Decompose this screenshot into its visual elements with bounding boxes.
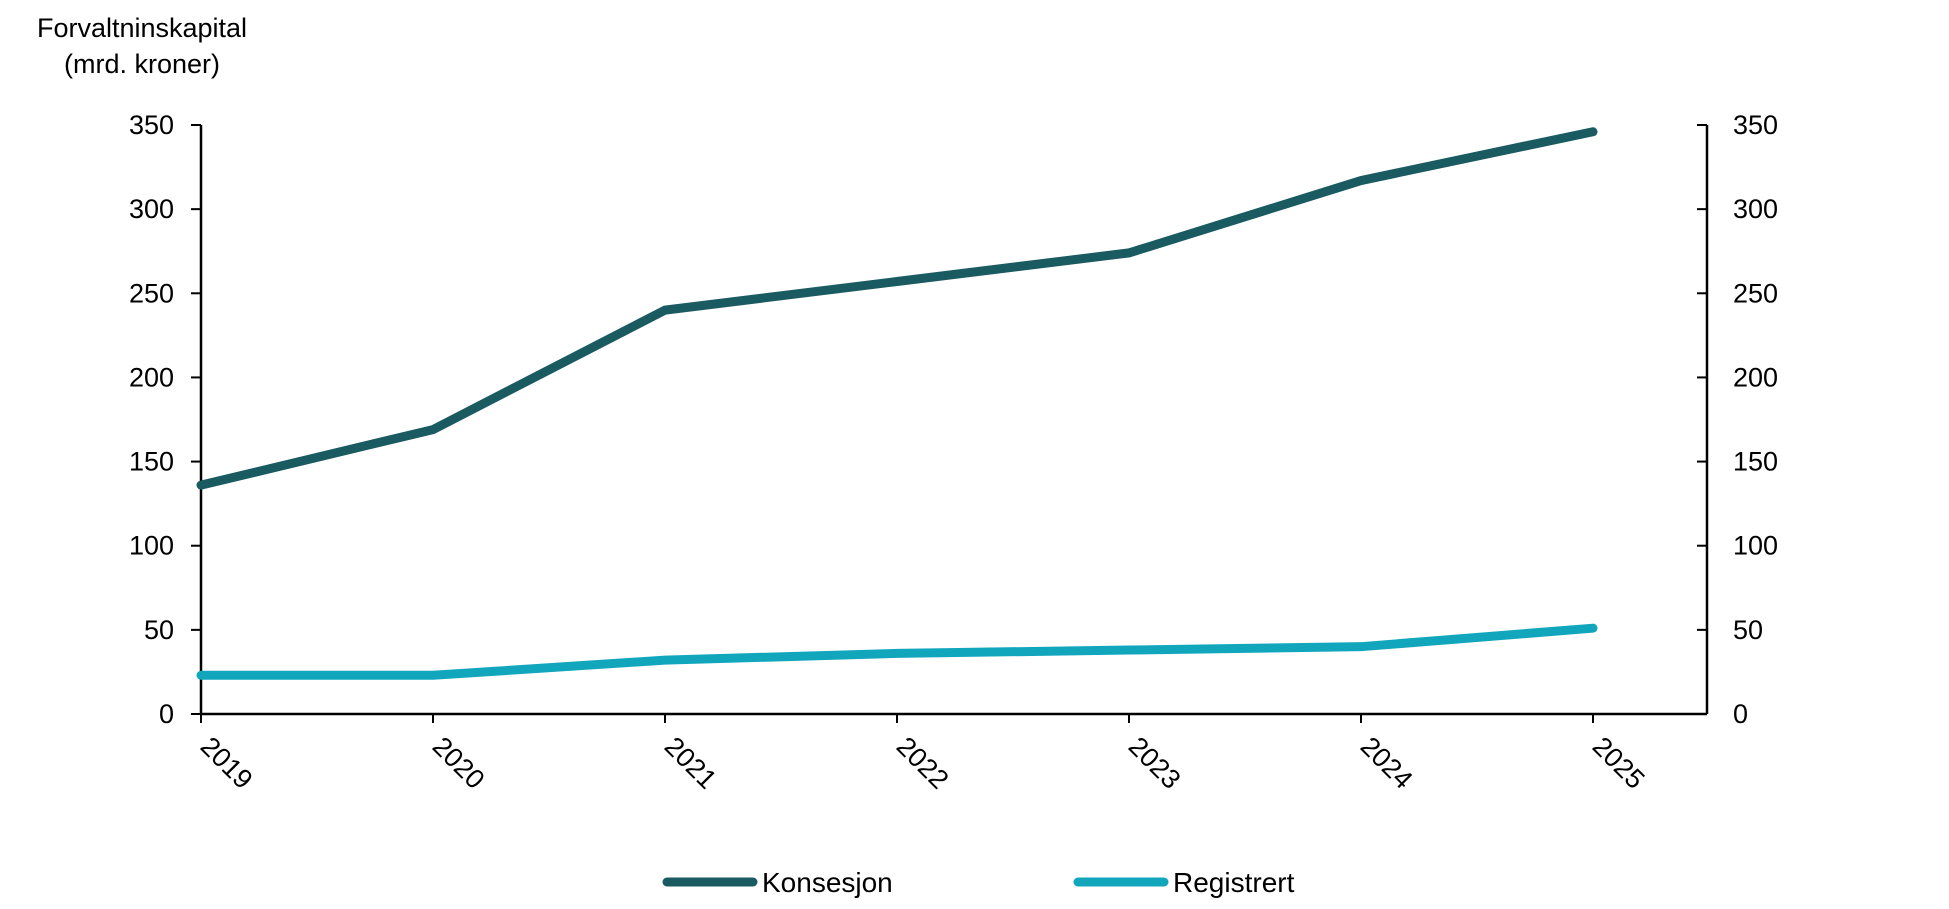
y-axis-title: Forvaltninskapital (mrd. kroner) bbox=[12, 10, 272, 82]
left-axis-ticks: 0 50 100 150 200 250 300 350 bbox=[129, 110, 201, 729]
right-tick-label: 150 bbox=[1733, 447, 1778, 477]
y-axis-title-line-2: (mrd. kroner) bbox=[63, 49, 220, 79]
right-tick-label: 200 bbox=[1733, 362, 1778, 392]
left-tick-label: 250 bbox=[129, 278, 174, 308]
legend: Konsesjon Registrert bbox=[662, 867, 1295, 898]
x-tick-label: 2019 bbox=[195, 731, 259, 795]
x-tick-label: 2020 bbox=[427, 731, 491, 795]
right-tick-label: 350 bbox=[1733, 110, 1778, 140]
right-tick-label: 300 bbox=[1733, 194, 1778, 224]
x-tick-label: 2023 bbox=[1123, 731, 1187, 795]
left-tick-label: 50 bbox=[144, 615, 174, 645]
left-tick-label: 200 bbox=[129, 362, 174, 392]
left-tick-label: 150 bbox=[129, 447, 174, 477]
series-line-registrert bbox=[196, 623, 1598, 680]
right-tick-label: 0 bbox=[1733, 699, 1748, 729]
x-tick-label: 2021 bbox=[659, 731, 723, 795]
left-tick-label: 0 bbox=[159, 699, 174, 729]
series-lines bbox=[196, 127, 1598, 680]
x-axis-ticks: 2019 2020 2021 2022 2023 2024 2025 bbox=[195, 714, 1651, 795]
left-tick-label: 300 bbox=[129, 194, 174, 224]
x-tick-label: 2025 bbox=[1587, 731, 1651, 795]
x-tick-label: 2022 bbox=[891, 731, 955, 795]
axes bbox=[199, 125, 1709, 716]
right-tick-label: 250 bbox=[1733, 278, 1778, 308]
legend-label: Registrert bbox=[1173, 867, 1295, 898]
x-tick-label: 2024 bbox=[1355, 731, 1419, 795]
right-axis-ticks: 0 50 100 150 200 250 300 350 bbox=[1697, 110, 1778, 729]
left-tick-label: 100 bbox=[129, 531, 174, 561]
series-line-konsesjon bbox=[196, 127, 1598, 490]
right-tick-label: 50 bbox=[1733, 615, 1763, 645]
legend-label: Konsesjon bbox=[762, 867, 893, 898]
left-tick-label: 350 bbox=[129, 110, 174, 140]
y-axis-title-line-1: Forvaltninskapital bbox=[36, 13, 248, 43]
right-tick-label: 100 bbox=[1733, 531, 1778, 561]
